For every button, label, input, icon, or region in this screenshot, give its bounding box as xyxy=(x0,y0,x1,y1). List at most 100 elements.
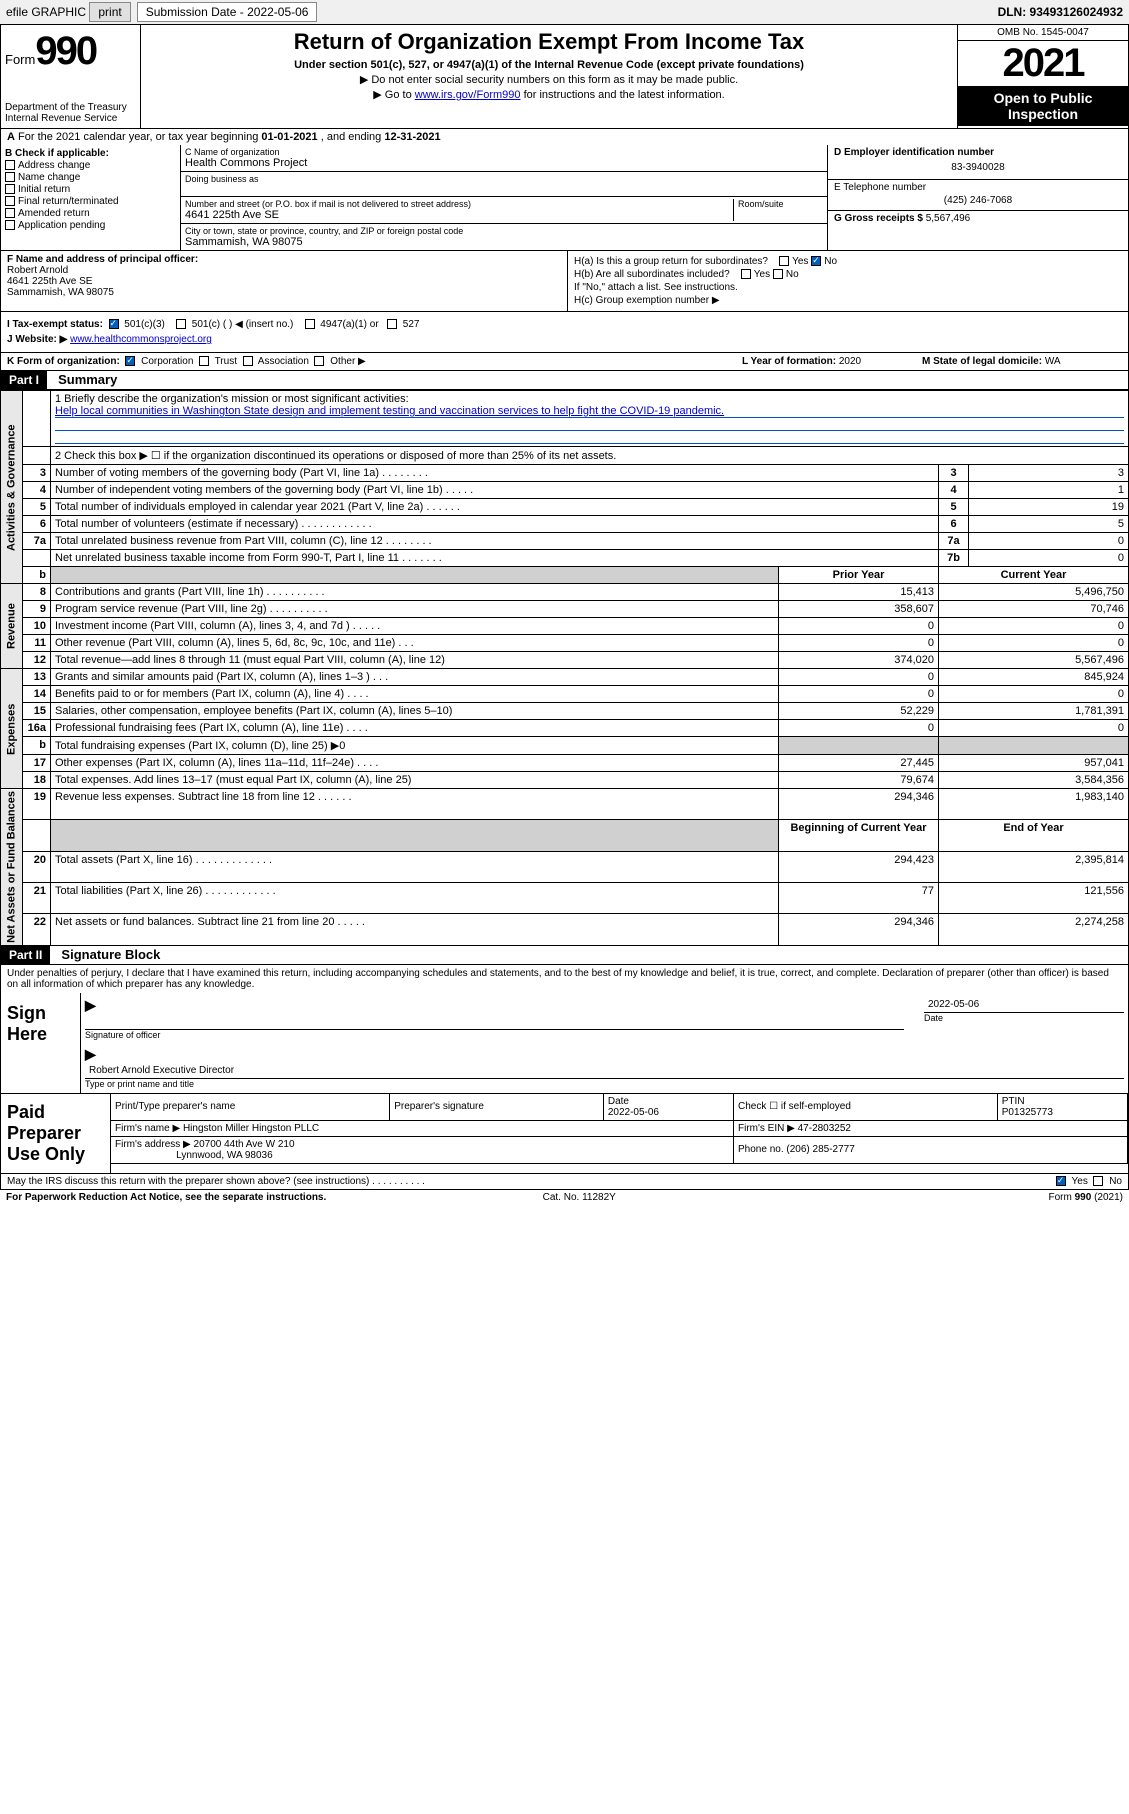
box: 5 xyxy=(939,499,969,516)
ln: 10 xyxy=(23,618,51,635)
pra-notice: For Paperwork Reduction Act Notice, see … xyxy=(6,1192,326,1203)
chk-pending[interactable]: Application pending xyxy=(5,220,176,231)
ha-row: H(a) Is this a group return for subordin… xyxy=(574,256,1122,267)
room-label: Room/suite xyxy=(738,199,823,209)
rev-row-8: Revenue8Contributions and grants (Part V… xyxy=(1,584,1129,601)
phone-lbl: Phone no. xyxy=(738,1144,784,1155)
ln xyxy=(23,550,51,567)
i-501c-chk[interactable] xyxy=(176,319,186,329)
k-other-chk[interactable] xyxy=(314,356,324,366)
sub3-post: for instructions and the latest informat… xyxy=(521,89,725,101)
ln: 17 xyxy=(23,755,51,772)
side-net: Net Assets or Fund Balances xyxy=(1,789,23,946)
website-link[interactable]: www.healthcommonsproject.org xyxy=(70,334,212,345)
sig-date-label: Date xyxy=(924,1013,1124,1023)
ln: 9 xyxy=(23,601,51,618)
pycy-hdr: bPrior YearCurrent Year xyxy=(1,567,1129,584)
desc: Total fundraising expenses (Part IX, col… xyxy=(51,737,779,755)
i-label: I Tax-exempt status: xyxy=(7,319,103,330)
paid-label: Paid Preparer Use Only xyxy=(1,1094,111,1173)
part2-tag: Part II xyxy=(1,946,50,964)
i-o1: 501(c)(3) xyxy=(124,319,165,330)
print-button[interactable]: print xyxy=(89,2,130,22)
ty-text2: , and ending xyxy=(318,131,385,143)
firm-addr1: 20700 44th Ave W 210 xyxy=(194,1139,295,1150)
py: 77 xyxy=(779,883,939,914)
k-corp-chk[interactable] xyxy=(125,356,135,366)
firm-row: Firm's name ▶ Hingston Miller Hingston P… xyxy=(111,1120,1128,1136)
side-exp: Expenses xyxy=(1,669,23,789)
cy: 70,746 xyxy=(939,601,1129,618)
desc: Total expenses. Add lines 13–17 (must eq… xyxy=(51,772,779,789)
cy: 1,781,391 xyxy=(939,703,1129,720)
may-no: No xyxy=(1109,1176,1122,1187)
ha-no-chk[interactable] xyxy=(811,256,821,266)
city-cell: City or town, state or province, country… xyxy=(181,224,827,250)
chk-name[interactable]: Name change xyxy=(5,172,176,183)
k-trust-chk[interactable] xyxy=(199,356,209,366)
ha-yes-chk[interactable] xyxy=(779,256,789,266)
officer-addr1: 4641 225th Ave SE xyxy=(7,276,561,287)
part1-tag: Part I xyxy=(1,371,47,389)
chk-final[interactable]: Final return/terminated xyxy=(5,196,176,207)
a-label: A xyxy=(7,131,15,143)
hb-no-chk[interactable] xyxy=(773,269,783,279)
form-990-number: 990 xyxy=(35,29,96,73)
chk-amended[interactable]: Amended return xyxy=(5,208,176,219)
rev-row-9: 9Program service revenue (Part VIII, lin… xyxy=(1,601,1129,618)
may-chks: Yes No xyxy=(1056,1176,1122,1187)
ln: 16a xyxy=(23,720,51,737)
ln: 20 xyxy=(23,851,51,882)
cy: 1,983,140 xyxy=(939,789,1129,820)
mission-text[interactable]: Help local communities in Washington Sta… xyxy=(55,405,724,417)
hc-row: H(c) Group exemption number ▶ xyxy=(574,295,1122,306)
ptin-hdr: PTIN xyxy=(1002,1096,1025,1107)
desc: Salaries, other compensation, employee b… xyxy=(51,703,779,720)
irs-label: Internal Revenue Service xyxy=(5,113,136,124)
py: 0 xyxy=(779,618,939,635)
instructions-link[interactable]: www.irs.gov/Form990 xyxy=(415,89,521,101)
exp-row-16b: bTotal fundraising expenses (Part IX, co… xyxy=(1,737,1129,755)
desc: Benefits paid to or for members (Part IX… xyxy=(51,686,779,703)
m-label: M State of legal domicile: xyxy=(922,356,1042,367)
section-h: H(a) Is this a group return for subordin… xyxy=(568,251,1128,311)
i-4947-chk[interactable] xyxy=(305,319,315,329)
desc: Investment income (Part VIII, column (A)… xyxy=(51,618,779,635)
i-527-chk[interactable] xyxy=(387,319,397,329)
addr-row: Firm's address ▶ 20700 44th Ave W 210 Ly… xyxy=(111,1136,1128,1163)
hb-yes-chk[interactable] xyxy=(741,269,751,279)
cy-gray xyxy=(939,737,1129,755)
may-yes-chk[interactable] xyxy=(1056,1176,1066,1186)
dln-label: DLN: 93493126024932 xyxy=(998,5,1123,19)
net-row-21: 21Total liabilities (Part X, line 26) . … xyxy=(1,883,1129,914)
py: 0 xyxy=(779,720,939,737)
desc: Program service revenue (Part VIII, line… xyxy=(51,601,779,618)
hb-yes: Yes xyxy=(754,269,770,280)
val: 19 xyxy=(969,499,1129,516)
part2-title: Signature Block xyxy=(61,947,160,962)
k-assoc-chk[interactable] xyxy=(243,356,253,366)
opt-address: Address change xyxy=(18,160,90,171)
part1-header: Part I Summary xyxy=(0,371,1129,390)
ln: 18 xyxy=(23,772,51,789)
omb-number: OMB No. 1545-0047 xyxy=(958,25,1128,41)
side-rev: Revenue xyxy=(1,584,23,669)
py: 294,346 xyxy=(779,789,939,820)
py: 294,423 xyxy=(779,851,939,882)
i-501c3-chk[interactable] xyxy=(109,319,119,329)
subtitle-2: ▶ Do not enter social security numbers o… xyxy=(149,73,949,86)
k-o3: Association xyxy=(258,356,309,367)
section-deg: D Employer identification number 83-3940… xyxy=(828,145,1128,250)
cat-no: Cat. No. 11282Y xyxy=(543,1192,616,1203)
may-no-chk[interactable] xyxy=(1093,1176,1103,1186)
ln: 12 xyxy=(23,652,51,669)
ha-label: H(a) Is this a group return for subordin… xyxy=(574,256,768,267)
chk-address[interactable]: Address change xyxy=(5,160,176,171)
prep-name-hdr: Print/Type preparer's name xyxy=(111,1094,390,1121)
cy: 2,395,814 xyxy=(939,851,1129,882)
ln: 11 xyxy=(23,635,51,652)
exp-row-19: Net Assets or Fund Balances19Revenue les… xyxy=(1,789,1129,820)
ln: 4 xyxy=(23,482,51,499)
dba-label: Doing business as xyxy=(185,174,823,184)
chk-initial[interactable]: Initial return xyxy=(5,184,176,195)
